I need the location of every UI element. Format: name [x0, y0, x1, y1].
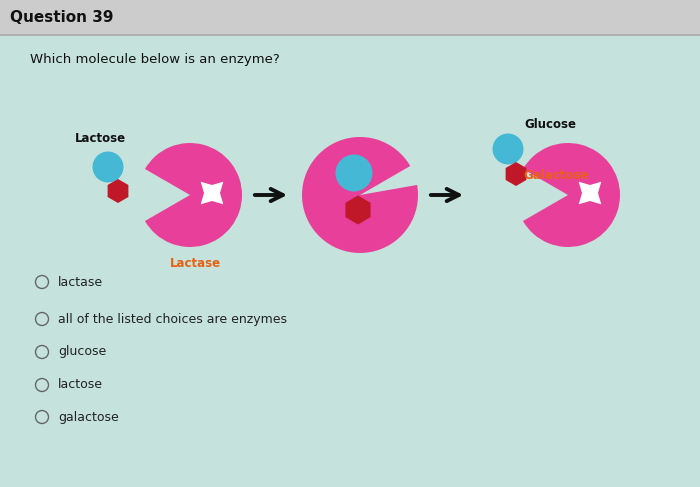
Wedge shape: [302, 137, 418, 253]
Text: Lactase: Lactase: [169, 257, 220, 270]
FancyBboxPatch shape: [0, 0, 700, 35]
Circle shape: [335, 154, 372, 191]
Polygon shape: [108, 179, 128, 203]
Text: galactose: galactose: [58, 411, 119, 424]
Text: lactose: lactose: [58, 378, 103, 392]
Text: Question 39: Question 39: [10, 10, 113, 25]
Wedge shape: [523, 143, 620, 247]
Text: glucose: glucose: [58, 345, 106, 358]
Circle shape: [92, 151, 123, 183]
Text: Which molecule below is an enzyme?: Which molecule below is an enzyme?: [30, 53, 280, 65]
Text: Glucose: Glucose: [524, 118, 576, 131]
Wedge shape: [145, 143, 242, 247]
Text: all of the listed choices are enzymes: all of the listed choices are enzymes: [58, 313, 287, 325]
Polygon shape: [505, 162, 526, 186]
Text: Galactose: Galactose: [524, 169, 589, 182]
Polygon shape: [345, 195, 370, 225]
Circle shape: [493, 133, 524, 165]
Text: Lactose: Lactose: [74, 132, 125, 145]
Polygon shape: [201, 182, 223, 205]
Polygon shape: [579, 182, 601, 205]
Text: lactase: lactase: [58, 276, 103, 288]
